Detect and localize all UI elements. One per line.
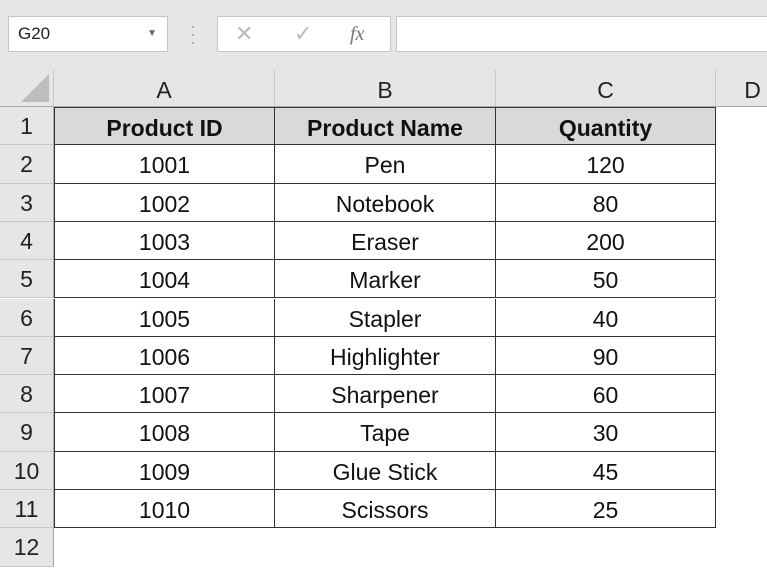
table-cell[interactable]: 200 bbox=[496, 221, 716, 261]
table-cell[interactable]: 80 bbox=[496, 183, 716, 222]
table-cell[interactable]: 1009 bbox=[54, 451, 275, 490]
row-header-3[interactable]: 3 bbox=[0, 183, 54, 222]
table-cell[interactable]: Tape bbox=[275, 413, 496, 452]
header-cell[interactable]: Product ID bbox=[54, 107, 275, 146]
header-cell[interactable]: Product Name bbox=[275, 107, 496, 146]
header-cell[interactable]: Quantity bbox=[496, 107, 716, 146]
chevron-down-icon[interactable]: ▼ bbox=[147, 28, 157, 39]
row-header-1[interactable]: 1 bbox=[0, 107, 54, 146]
formula-bar-area: G20 ▼ · · · ✕ ✓ fx bbox=[0, 0, 767, 74]
table-cell[interactable]: 45 bbox=[496, 451, 716, 490]
table-cell[interactable]: Pen bbox=[275, 145, 496, 184]
table-cell[interactable]: 1005 bbox=[54, 298, 275, 337]
row-header-2[interactable]: 2 bbox=[0, 145, 54, 184]
table-cell[interactable]: 1007 bbox=[54, 375, 275, 414]
table-cell[interactable]: 50 bbox=[496, 260, 716, 299]
table-cell[interactable]: 1010 bbox=[54, 490, 275, 529]
formula-buttons: ✕ ✓ fx bbox=[217, 16, 391, 52]
table-cell[interactable]: Sharpener bbox=[275, 375, 496, 414]
table-cell[interactable]: 60 bbox=[496, 375, 716, 414]
name-box-value: G20 bbox=[18, 24, 51, 43]
table-cell[interactable]: 1003 bbox=[54, 221, 275, 261]
table-cell[interactable]: 1001 bbox=[54, 145, 275, 184]
table-cell[interactable]: Marker bbox=[275, 260, 496, 299]
column-header-A[interactable]: A bbox=[54, 70, 275, 107]
table-cell[interactable]: 1008 bbox=[54, 413, 275, 452]
column-header-B[interactable]: B bbox=[275, 70, 496, 107]
row-header-4[interactable]: 4 bbox=[0, 221, 54, 261]
table-cell[interactable]: Notebook bbox=[275, 183, 496, 222]
cancel-icon[interactable]: ✕ bbox=[235, 21, 254, 46]
table-cell[interactable]: 40 bbox=[496, 298, 716, 337]
table-cell[interactable]: 90 bbox=[496, 336, 716, 376]
row-header-9[interactable]: 9 bbox=[0, 413, 54, 452]
table-cell[interactable]: 1006 bbox=[54, 336, 275, 376]
column-header-D[interactable]: D bbox=[716, 70, 767, 107]
table-cell[interactable]: 25 bbox=[496, 490, 716, 529]
table-cell[interactable]: Highlighter bbox=[275, 336, 496, 376]
select-all-button[interactable] bbox=[0, 70, 54, 107]
table-cell[interactable]: Stapler bbox=[275, 298, 496, 337]
enter-icon[interactable]: ✓ bbox=[294, 21, 313, 46]
row-header-5[interactable]: 5 bbox=[0, 260, 54, 299]
name-box[interactable]: G20 ▼ bbox=[8, 16, 168, 52]
row-header-12[interactable]: 12 bbox=[0, 528, 54, 567]
table-cell[interactable]: Eraser bbox=[275, 221, 496, 261]
row-header-11[interactable]: 11 bbox=[0, 490, 54, 529]
table-cell[interactable]: 30 bbox=[496, 413, 716, 452]
row-header-6[interactable]: 6 bbox=[0, 298, 54, 337]
row-header-8[interactable]: 8 bbox=[0, 375, 54, 414]
drag-handle-icon[interactable]: · · · bbox=[190, 16, 196, 52]
row-header-7[interactable]: 7 bbox=[0, 336, 54, 376]
table-cell[interactable]: 1004 bbox=[54, 260, 275, 299]
table-cell[interactable]: Scissors bbox=[275, 490, 496, 529]
table-cell[interactable]: 1002 bbox=[54, 183, 275, 222]
insert-function-icon[interactable]: fx bbox=[350, 23, 365, 45]
column-header-C[interactable]: C bbox=[496, 70, 716, 107]
row-header-10[interactable]: 10 bbox=[0, 451, 54, 490]
formula-input[interactable] bbox=[396, 16, 767, 52]
table-cell[interactable]: 120 bbox=[496, 145, 716, 184]
table-cell[interactable]: Glue Stick bbox=[275, 451, 496, 490]
